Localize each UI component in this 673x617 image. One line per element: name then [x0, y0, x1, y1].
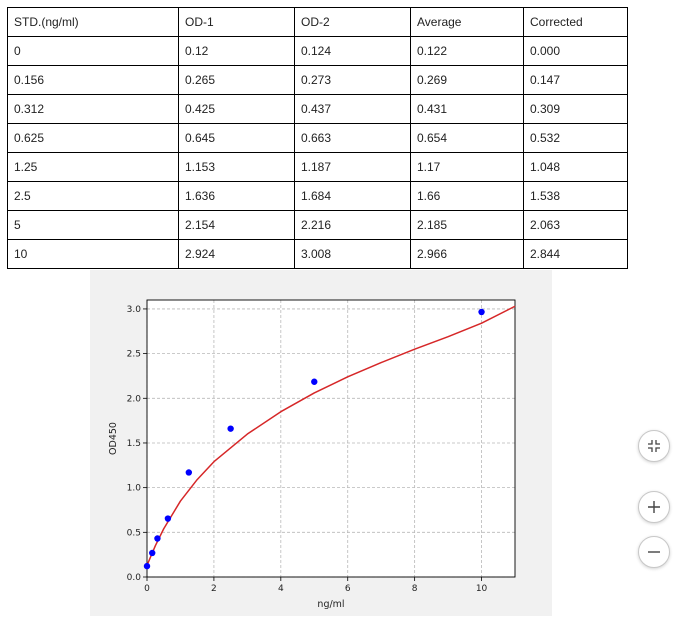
cell-average: 0.122 — [410, 36, 524, 66]
y-tick-label: 0.0 — [127, 573, 142, 583]
cell-od2: 0.273 — [294, 65, 411, 95]
cell-od1: 1.636 — [178, 181, 295, 211]
cell-od2: 0.663 — [294, 123, 411, 153]
data-point — [185, 469, 193, 476]
cell-od1: 0.265 — [178, 65, 295, 95]
standard-curve-table: STD.(ng/ml) OD-1 OD-2 Average Corrected … — [7, 7, 628, 269]
header-average: Average — [410, 7, 524, 37]
cell-std: 0.625 — [7, 123, 179, 153]
table-row: 5 2.154 2.216 2.185 2.063 — [7, 210, 628, 240]
cell-corrected: 2.063 — [523, 210, 628, 240]
chart-canvas: 0 2 4 6 8 10 0.0 0.5 1.0 1.5 2.0 2.5 3.0 ng/ml OD450 — [108, 299, 516, 610]
cell-corrected: 1.048 — [523, 152, 628, 182]
y-axis-title: OD450 — [108, 422, 119, 455]
zoom-in-button[interactable] — [638, 491, 670, 523]
cell-corrected: 0.147 — [523, 65, 628, 95]
cell-std: 5 — [7, 210, 179, 240]
cell-od2: 0.124 — [294, 36, 411, 66]
cell-od1: 0.645 — [178, 123, 295, 153]
cell-std: 0.156 — [7, 65, 179, 95]
data-point — [478, 308, 485, 316]
x-tick-label: 4 — [278, 584, 284, 594]
cell-std: 0 — [7, 36, 179, 66]
minus-icon — [648, 551, 660, 553]
cell-average: 1.17 — [410, 152, 524, 182]
cell-average: 2.185 — [410, 210, 524, 240]
y-tick-label: 3.0 — [127, 305, 142, 315]
table-row: 0.312 0.425 0.437 0.431 0.309 — [7, 94, 628, 124]
y-tick-label: 2.5 — [127, 350, 141, 360]
cell-average: 0.654 — [410, 123, 524, 153]
cell-od1: 2.154 — [178, 210, 295, 240]
data-point — [164, 515, 172, 522]
plot-frame — [146, 299, 516, 578]
cell-od2: 1.684 — [294, 181, 411, 211]
plot-area — [147, 300, 515, 577]
cell-average: 1.66 — [410, 181, 524, 211]
cell-average: 2.966 — [410, 239, 524, 269]
table-row: 10 2.924 3.008 2.966 2.844 — [7, 239, 628, 269]
table-row: 0.625 0.645 0.663 0.654 0.532 — [7, 123, 628, 153]
header-std: STD.(ng/ml) — [7, 7, 179, 37]
cell-od1: 1.153 — [178, 152, 295, 182]
cell-od1: 0.12 — [178, 36, 295, 66]
zoom-out-button[interactable] — [638, 536, 670, 568]
data-point — [311, 378, 318, 385]
cell-corrected: 0.000 — [523, 36, 628, 66]
x-tick-label: 8 — [412, 584, 418, 594]
cell-od1: 2.924 — [178, 239, 295, 269]
cell-od1: 0.425 — [178, 94, 295, 124]
cell-std: 10 — [7, 239, 179, 269]
cell-od2: 0.437 — [294, 94, 411, 124]
table-row: 2.5 1.636 1.684 1.66 1.538 — [7, 181, 628, 211]
cell-corrected: 0.309 — [523, 94, 628, 124]
cell-std: 1.25 — [7, 152, 179, 182]
x-tick-label: 2 — [211, 584, 217, 594]
table-row: 1.25 1.153 1.187 1.17 1.048 — [7, 152, 628, 182]
header-od2: OD-2 — [294, 7, 411, 37]
header-corrected: Corrected — [523, 7, 628, 37]
standard-curve-chart: 0 2 4 6 8 10 0.0 0.5 1.0 1.5 2.0 2.5 3.0 ng/ml OD450 — [90, 270, 552, 616]
data-point — [149, 549, 156, 557]
fit-screen-icon — [648, 440, 660, 452]
x-tick-label: 0 — [144, 584, 150, 594]
header-od1: OD-1 — [178, 7, 295, 37]
cell-average: 0.269 — [410, 65, 524, 95]
cell-corrected: 2.844 — [523, 239, 628, 269]
table-header-row: STD.(ng/ml) OD-1 OD-2 Average Corrected — [7, 7, 628, 37]
data-point — [154, 535, 161, 542]
cell-od2: 3.008 — [294, 239, 411, 269]
y-tick-label: 0.5 — [127, 528, 141, 538]
cell-od2: 2.216 — [294, 210, 411, 240]
cell-corrected: 1.538 — [523, 181, 628, 211]
x-tick-label: 6 — [345, 584, 351, 594]
cell-std: 0.312 — [7, 94, 179, 124]
data-point — [143, 562, 151, 570]
cell-std: 2.5 — [7, 181, 179, 211]
y-tick-label: 2.0 — [127, 394, 142, 404]
data-point — [227, 425, 234, 432]
fit-screen-button[interactable] — [638, 430, 670, 462]
cell-average: 0.431 — [410, 94, 524, 124]
x-tick-label: 10 — [476, 584, 488, 594]
cell-od2: 1.187 — [294, 152, 411, 182]
x-axis-title: ng/ml — [317, 599, 344, 610]
y-tick-label: 1.5 — [127, 439, 141, 449]
cell-corrected: 0.532 — [523, 123, 628, 153]
table-row: 0 0.12 0.124 0.122 0.000 — [7, 36, 628, 66]
plus-icon — [648, 501, 660, 513]
y-tick-label: 1.0 — [127, 484, 142, 494]
table-row: 0.156 0.265 0.273 0.269 0.147 — [7, 65, 628, 95]
